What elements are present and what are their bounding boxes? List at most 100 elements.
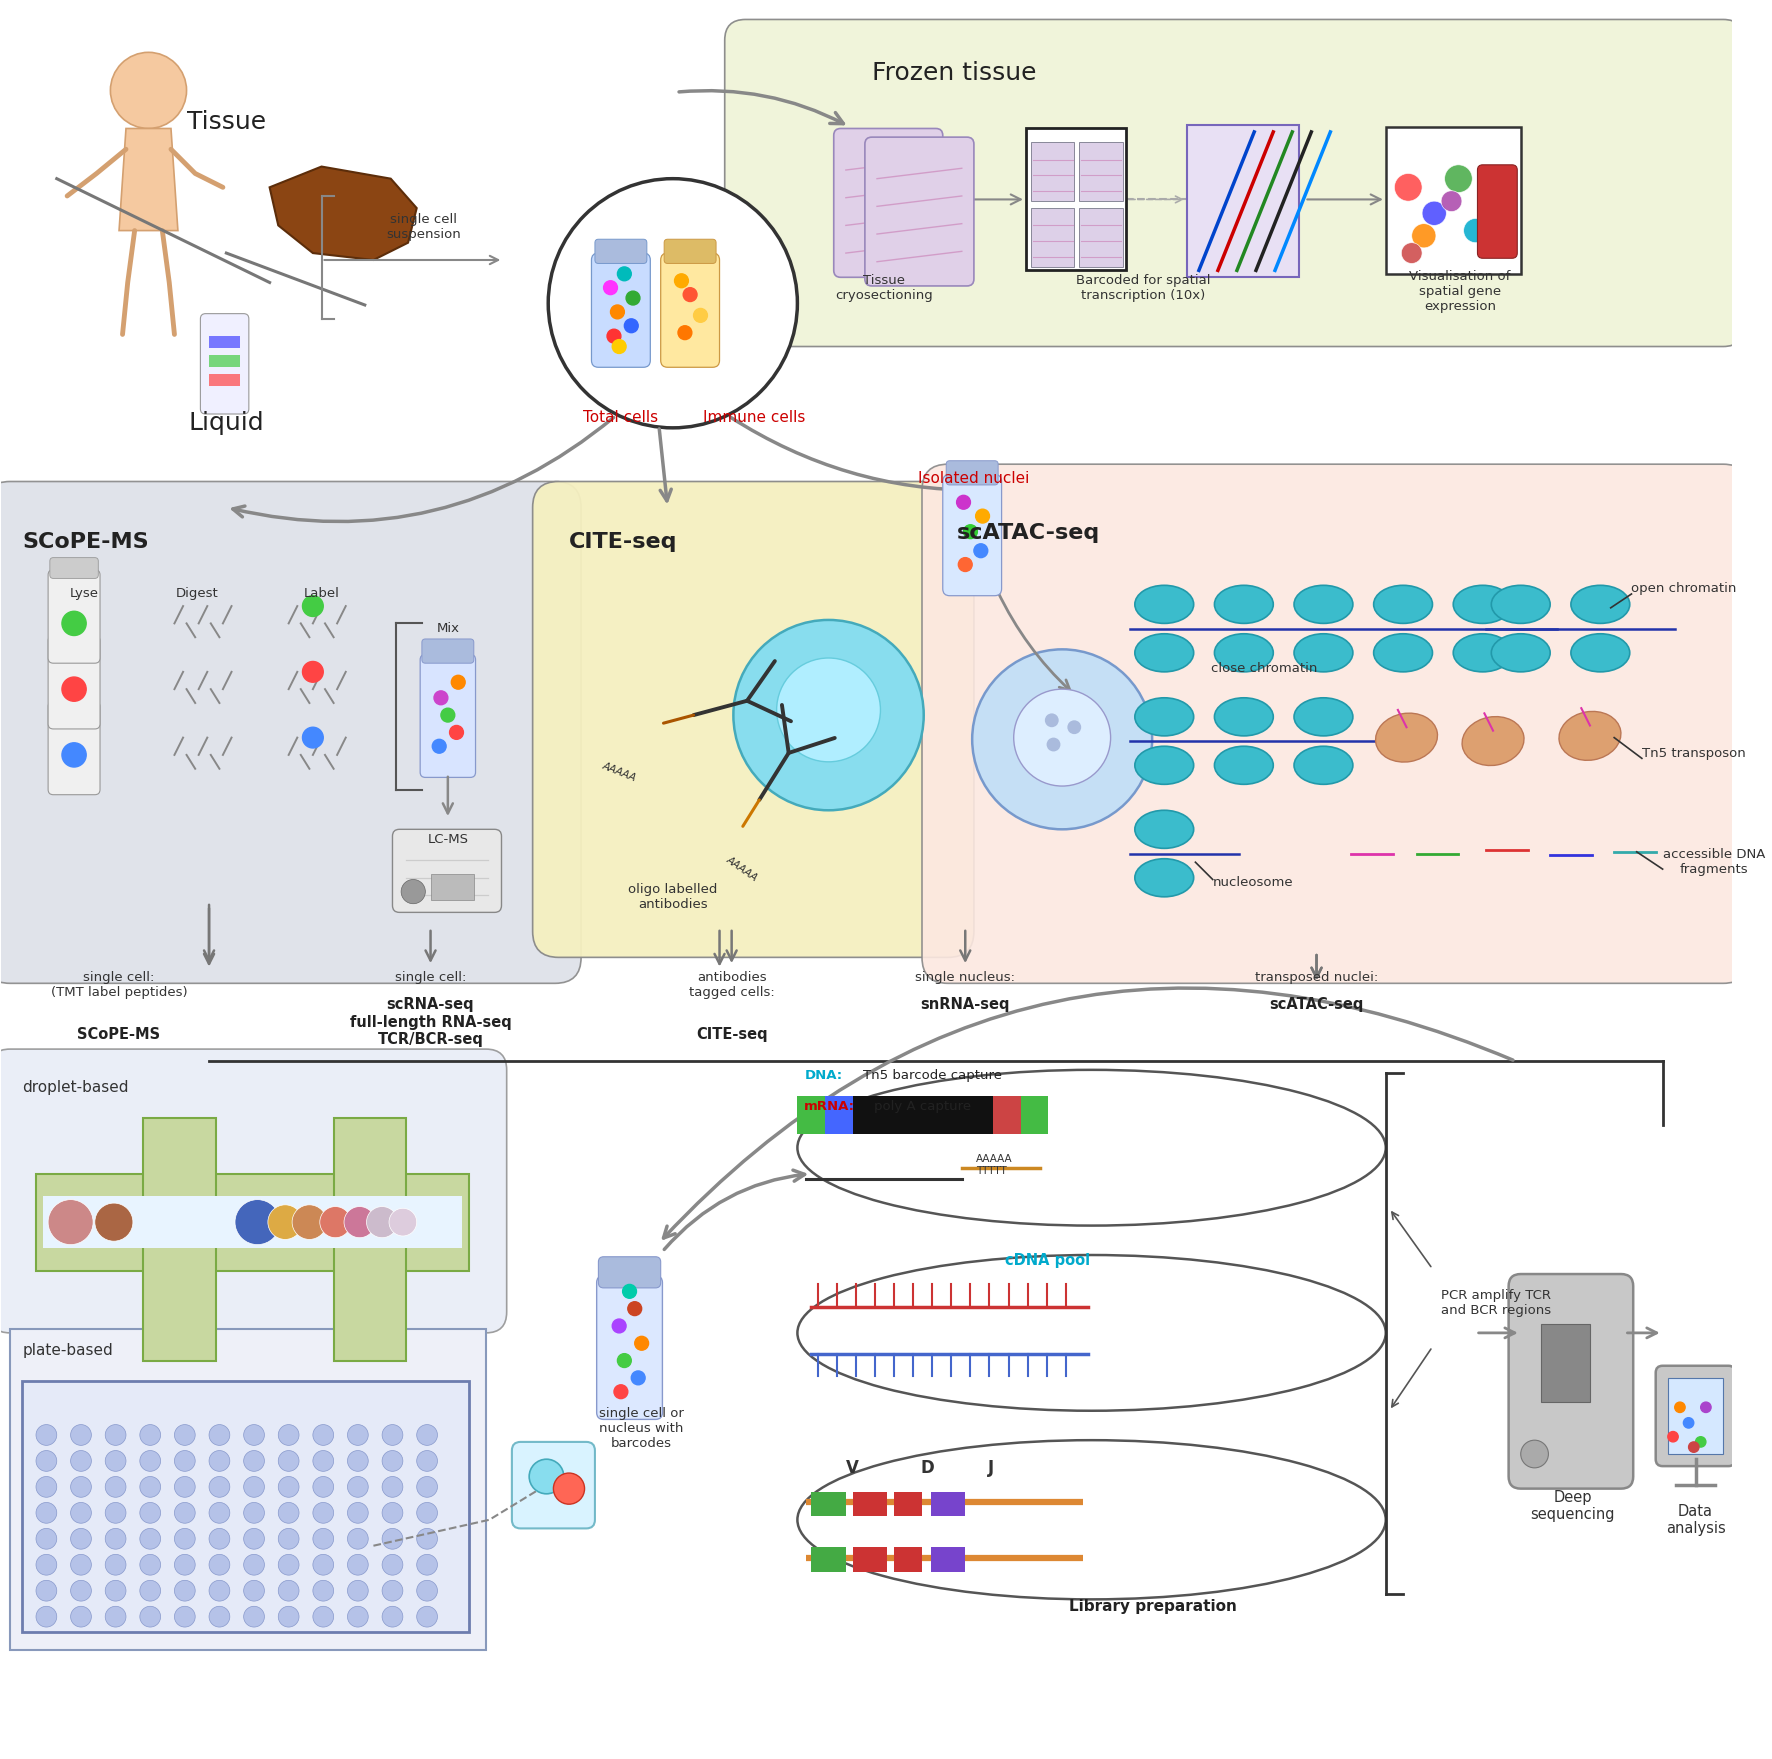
Text: D: D	[920, 1458, 934, 1478]
Circle shape	[416, 1580, 438, 1601]
Circle shape	[71, 1476, 92, 1497]
Text: PCR amplify TCR
and BCR regions: PCR amplify TCR and BCR regions	[1441, 1289, 1550, 1317]
Ellipse shape	[1462, 716, 1524, 765]
Text: Label: Label	[303, 588, 340, 600]
Circle shape	[71, 1502, 92, 1523]
Circle shape	[140, 1606, 161, 1627]
Text: V: V	[847, 1458, 859, 1478]
Circle shape	[734, 619, 923, 811]
Bar	[895, 1492, 921, 1516]
Ellipse shape	[1134, 698, 1194, 735]
Circle shape	[383, 1451, 402, 1471]
Circle shape	[548, 179, 797, 427]
Circle shape	[1689, 1442, 1699, 1453]
Ellipse shape	[1572, 633, 1630, 672]
Circle shape	[416, 1476, 438, 1497]
Bar	[1187, 125, 1299, 278]
Circle shape	[71, 1555, 92, 1574]
Bar	[812, 1548, 845, 1573]
Circle shape	[383, 1580, 402, 1601]
Ellipse shape	[1214, 586, 1274, 623]
Circle shape	[383, 1606, 402, 1627]
Ellipse shape	[1134, 858, 1194, 897]
FancyBboxPatch shape	[48, 635, 99, 728]
Circle shape	[347, 1476, 369, 1497]
Circle shape	[976, 508, 989, 522]
Circle shape	[613, 339, 626, 354]
Circle shape	[383, 1555, 402, 1574]
Circle shape	[209, 1451, 230, 1471]
Circle shape	[1014, 690, 1111, 786]
Bar	[209, 375, 241, 387]
Ellipse shape	[1214, 633, 1274, 672]
Circle shape	[1412, 223, 1435, 248]
Circle shape	[347, 1502, 369, 1523]
FancyBboxPatch shape	[420, 654, 475, 777]
Ellipse shape	[797, 1254, 1386, 1411]
Text: Total cells: Total cells	[583, 410, 659, 426]
Circle shape	[35, 1502, 57, 1523]
Circle shape	[530, 1460, 563, 1493]
Circle shape	[679, 325, 691, 339]
Circle shape	[105, 1451, 126, 1471]
Circle shape	[675, 274, 688, 288]
Bar	[1386, 127, 1520, 274]
Circle shape	[553, 1472, 585, 1504]
Circle shape	[347, 1529, 369, 1550]
Circle shape	[416, 1529, 438, 1550]
Text: DNA:: DNA:	[804, 1068, 842, 1082]
Circle shape	[383, 1476, 402, 1497]
Bar	[826, 1096, 852, 1135]
Text: Liquid: Liquid	[188, 410, 264, 434]
Bar	[23, 1381, 468, 1632]
FancyBboxPatch shape	[921, 464, 1749, 983]
Bar	[209, 355, 241, 368]
Circle shape	[140, 1580, 161, 1601]
Bar	[797, 1096, 826, 1135]
Ellipse shape	[1453, 586, 1512, 623]
Polygon shape	[269, 167, 416, 260]
Bar	[144, 1119, 216, 1360]
Circle shape	[634, 1337, 649, 1351]
Circle shape	[62, 612, 87, 635]
Circle shape	[110, 53, 186, 128]
Circle shape	[964, 524, 978, 538]
Circle shape	[631, 1370, 645, 1384]
Ellipse shape	[1559, 711, 1621, 760]
FancyBboxPatch shape	[835, 128, 943, 278]
FancyBboxPatch shape	[48, 570, 99, 663]
Circle shape	[278, 1476, 299, 1497]
Ellipse shape	[1134, 746, 1194, 785]
Circle shape	[303, 596, 323, 616]
Circle shape	[611, 304, 624, 318]
Circle shape	[35, 1580, 57, 1601]
Circle shape	[1464, 218, 1488, 243]
Circle shape	[209, 1606, 230, 1627]
Circle shape	[622, 1284, 636, 1298]
Text: Digest: Digest	[175, 588, 218, 600]
FancyBboxPatch shape	[533, 482, 975, 957]
Bar	[812, 1492, 845, 1516]
Circle shape	[35, 1425, 57, 1446]
Bar	[852, 1492, 888, 1516]
Circle shape	[209, 1425, 230, 1446]
Bar	[1026, 128, 1127, 271]
Circle shape	[367, 1207, 397, 1238]
Ellipse shape	[1134, 586, 1194, 623]
FancyBboxPatch shape	[200, 313, 248, 413]
Circle shape	[35, 1451, 57, 1471]
Text: Visualisation of
spatial gene
expression: Visualisation of spatial gene expression	[1409, 269, 1512, 313]
Circle shape	[604, 281, 617, 294]
Bar	[930, 1492, 966, 1516]
Text: poly A capture: poly A capture	[874, 1099, 971, 1113]
Circle shape	[174, 1502, 195, 1523]
Ellipse shape	[1134, 633, 1194, 672]
Circle shape	[245, 1502, 264, 1523]
Circle shape	[71, 1425, 92, 1446]
Bar	[333, 1119, 406, 1360]
Circle shape	[314, 1580, 333, 1601]
Circle shape	[278, 1529, 299, 1550]
Text: CITE-seq: CITE-seq	[569, 531, 677, 552]
Text: Immune cells: Immune cells	[703, 410, 804, 426]
FancyBboxPatch shape	[50, 690, 97, 711]
